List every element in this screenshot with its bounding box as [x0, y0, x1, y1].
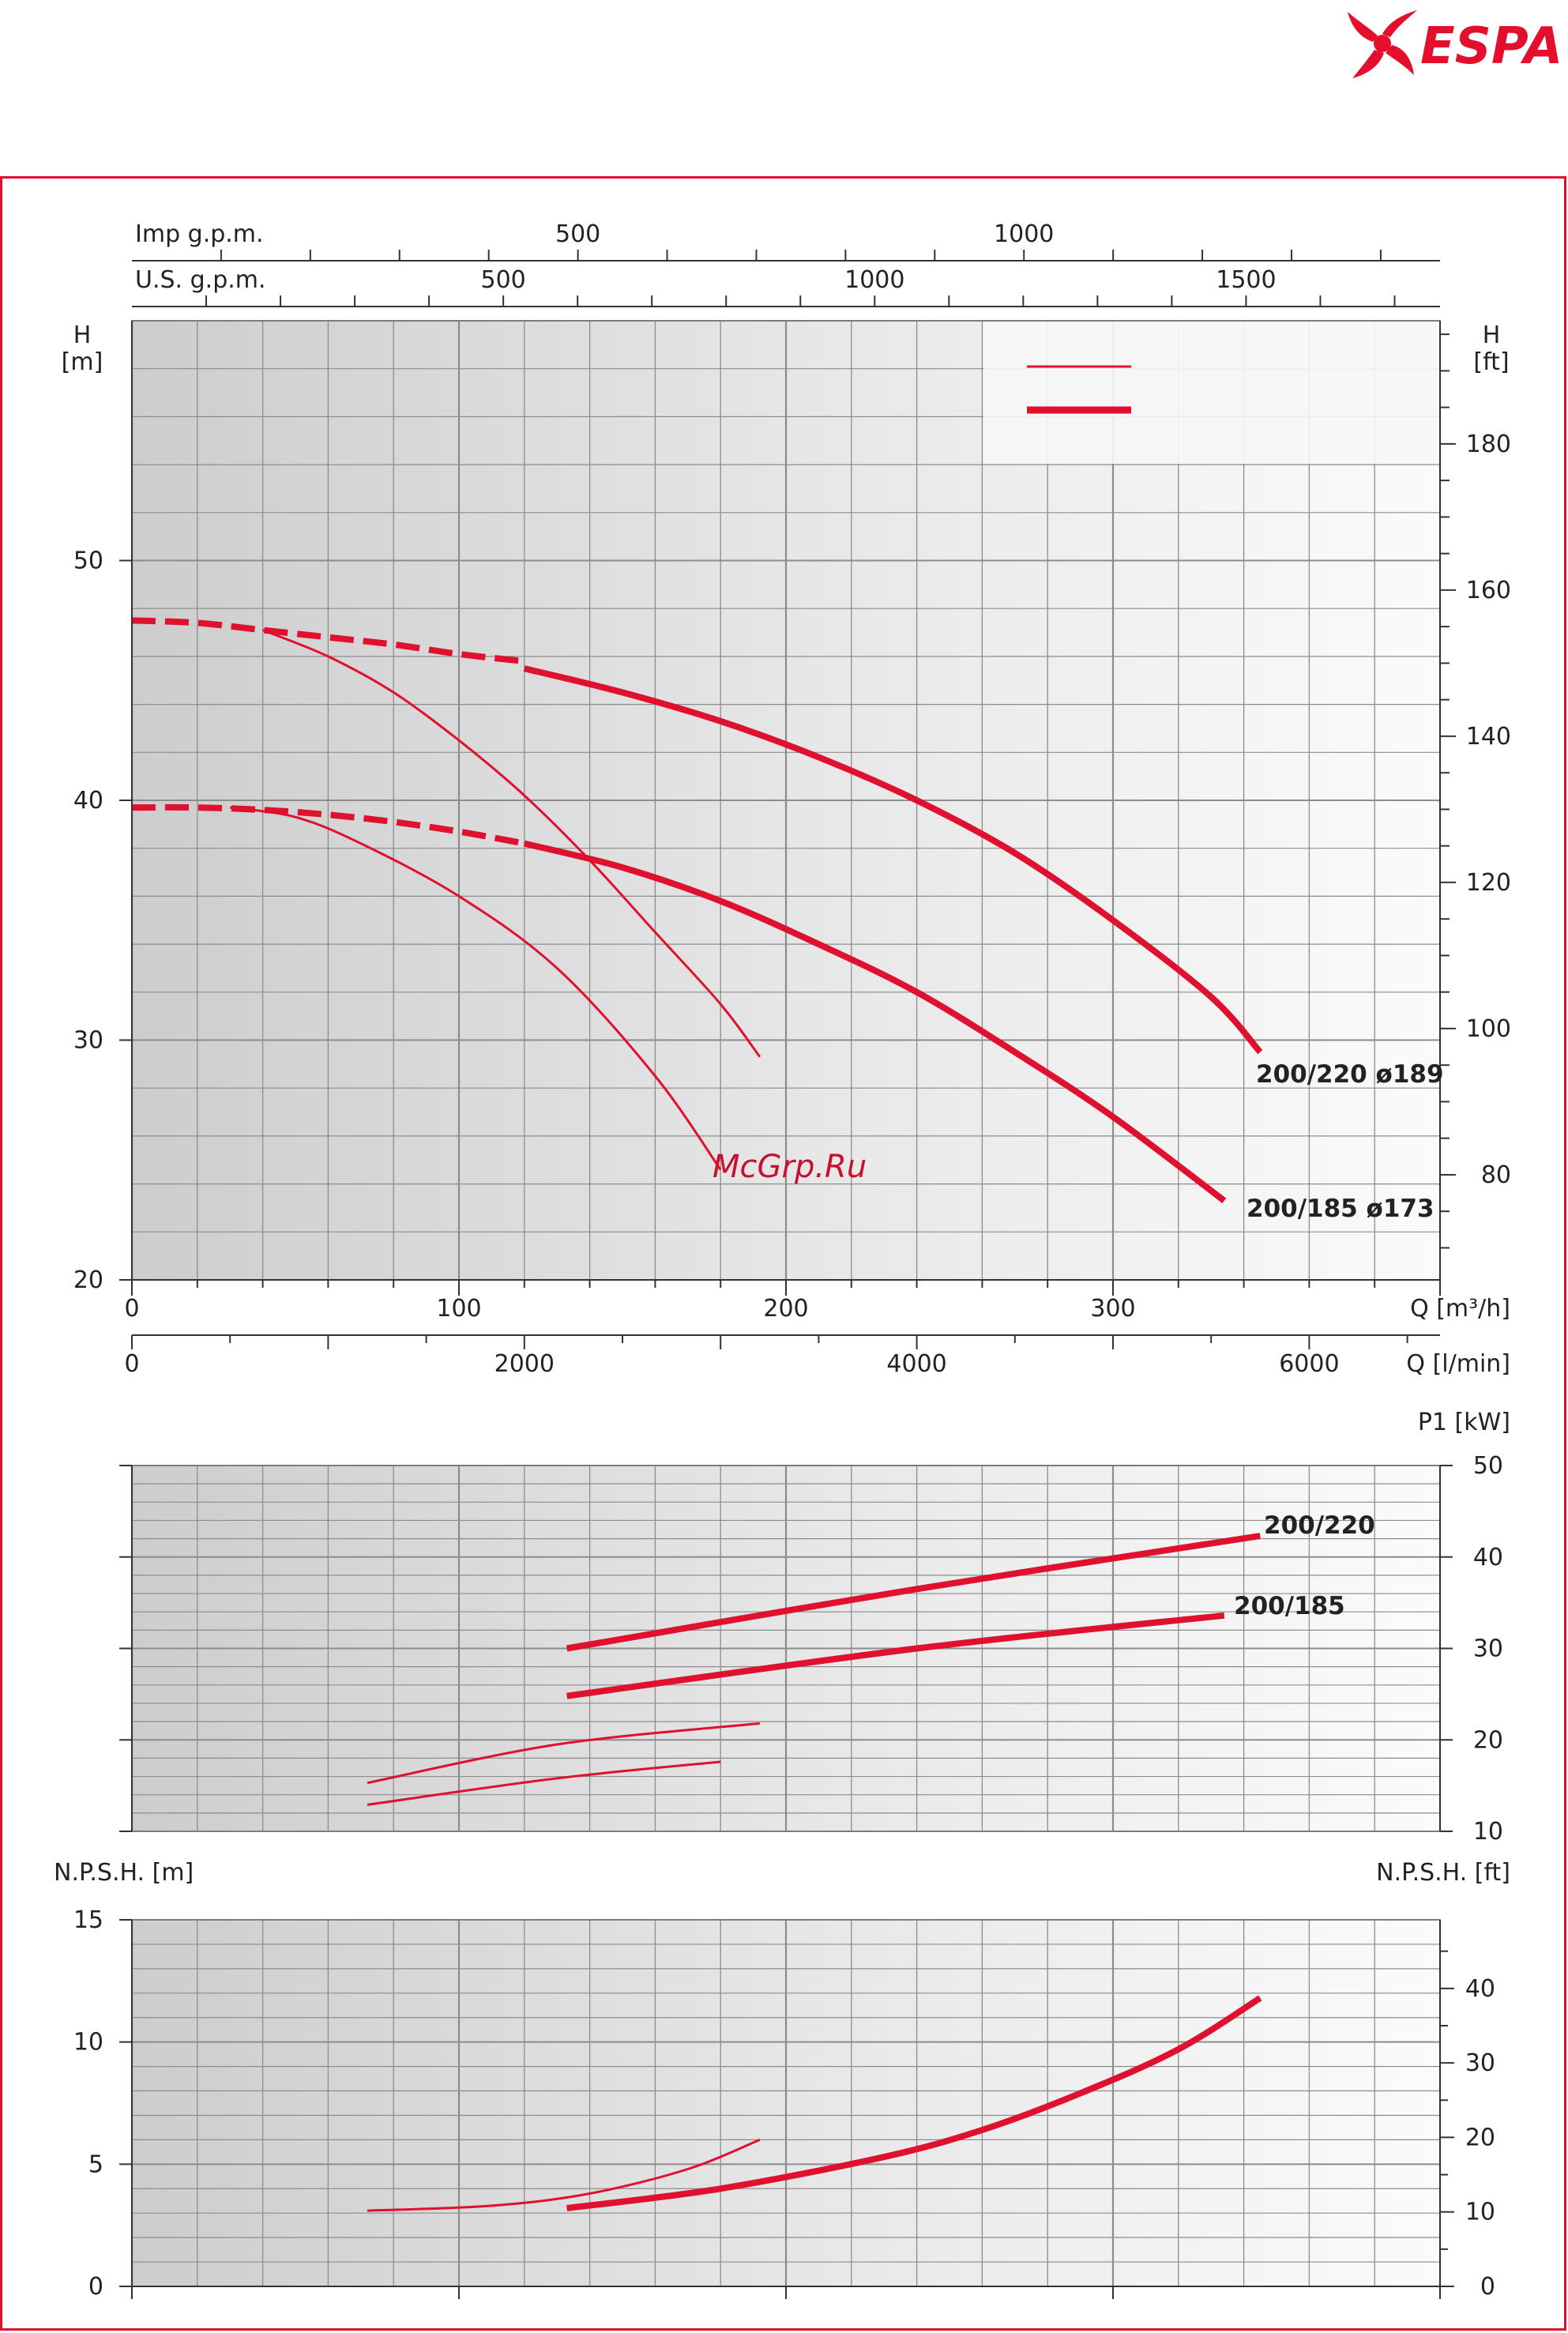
head-y-tick-label: 50: [73, 548, 103, 575]
head-y2-tick-label: 80: [1481, 1161, 1511, 1189]
head-y-tick-label: 30: [73, 1027, 103, 1055]
lmin-tick-label: 6000: [1279, 1350, 1339, 1378]
top-axis-tick-label: 500: [555, 220, 600, 248]
head-series-curve-4: [523, 840, 1227, 1203]
head-ylabel-unit: [m]: [62, 348, 103, 376]
head-series-curve-1: [523, 665, 1263, 1055]
top-axis-tick-label: 1500: [1216, 266, 1276, 294]
power-series-curve-3: [367, 1760, 721, 1806]
npsh-y2-tick-label: 10: [1465, 2199, 1495, 2226]
power-series-curve-0: [566, 1533, 1261, 1652]
head-series-curve-2: [262, 629, 761, 1058]
top-axis-tick-label: 1000: [994, 220, 1054, 248]
head-y-tick-label: 20: [73, 1266, 103, 1294]
brand-name: ESPA: [1420, 17, 1562, 76]
npsh-y-tick-label: 0: [88, 2273, 103, 2301]
head-y2-tick-label: 160: [1466, 577, 1511, 604]
head-annotation-185: 200/185 ø173: [1247, 1195, 1435, 1223]
head-annotation-220: 200/220 ø189: [1256, 1060, 1444, 1089]
impeller-icon: [1348, 10, 1417, 78]
top-axis-label: Imp g.p.m.: [135, 220, 264, 248]
power-series-curve-2: [367, 1722, 761, 1785]
power-annotation-220: 200/220: [1264, 1511, 1375, 1540]
npsh-series-curve-0: [566, 1995, 1262, 2211]
watermark-text: McGrp.Ru: [713, 1149, 867, 1185]
head-x-tick-label: 200: [763, 1295, 808, 1323]
chart-frame: [0, 176, 1566, 2331]
power-y-tick-label: 20: [1473, 1726, 1503, 1754]
top-axis-tick-label: 1000: [844, 266, 904, 294]
power-y-tick-label: 50: [1473, 1452, 1503, 1480]
espa-logo: ESPA: [1348, 10, 1562, 78]
power-series-curve-1: [566, 1612, 1225, 1699]
power-y-tick-label: 40: [1473, 1544, 1503, 1571]
power-y-tick-label: 10: [1473, 1818, 1503, 1846]
power-annotation-185: 200/185: [1234, 1592, 1345, 1620]
head-y2label-unit: [ft]: [1473, 348, 1509, 376]
head-xlabel: Q [m³/h]: [1410, 1295, 1510, 1323]
npsh-series-curve-1: [367, 2139, 761, 2212]
legend-box: [983, 322, 1439, 464]
head-x-tick-label: 0: [124, 1295, 139, 1323]
head-x-tick-label: 300: [1090, 1295, 1135, 1323]
head-y2-tick-label: 120: [1466, 869, 1511, 897]
npsh-y2-tick-label: 0: [1480, 2273, 1495, 2301]
npsh-y2-tick-label: 20: [1465, 2124, 1495, 2151]
npsh-y-tick-label: 15: [73, 1906, 103, 1934]
lmin-tick-label: 4000: [886, 1350, 946, 1378]
npsh-y2-tick-label: 30: [1465, 2049, 1495, 2077]
head-y-tick-label: 40: [73, 787, 103, 815]
npsh-y2-tick-label: 40: [1465, 1975, 1495, 2003]
head-y2label-letter: H: [1483, 322, 1501, 349]
npsh-y-tick-label: 10: [73, 2029, 103, 2056]
head-series-curve-5: [229, 806, 722, 1171]
lmin-tick-label: 0: [124, 1350, 139, 1378]
head-y2-tick-label: 140: [1466, 723, 1511, 751]
npsh-y-tick-label: 5: [88, 2150, 103, 2178]
power-ylabel: P1 [kW]: [1418, 1409, 1510, 1436]
head-ylabel-letter: H: [73, 322, 92, 349]
lmin-tick-label: 2000: [494, 1350, 555, 1378]
head-x-tick-label: 100: [436, 1295, 481, 1323]
top-axis-tick-label: 500: [481, 266, 526, 294]
head-y2-tick-label: 180: [1466, 431, 1511, 458]
head-y2-tick-label: 100: [1466, 1015, 1511, 1043]
top-axis-label: U.S. g.p.m.: [135, 266, 266, 294]
npsh-ylabel: N.P.S.H. [m]: [54, 1859, 194, 1887]
lmin-label: Q [l/min]: [1406, 1350, 1510, 1378]
power-y-tick-label: 30: [1473, 1635, 1503, 1663]
npsh-y2label: N.P.S.H. [ft]: [1376, 1859, 1510, 1887]
